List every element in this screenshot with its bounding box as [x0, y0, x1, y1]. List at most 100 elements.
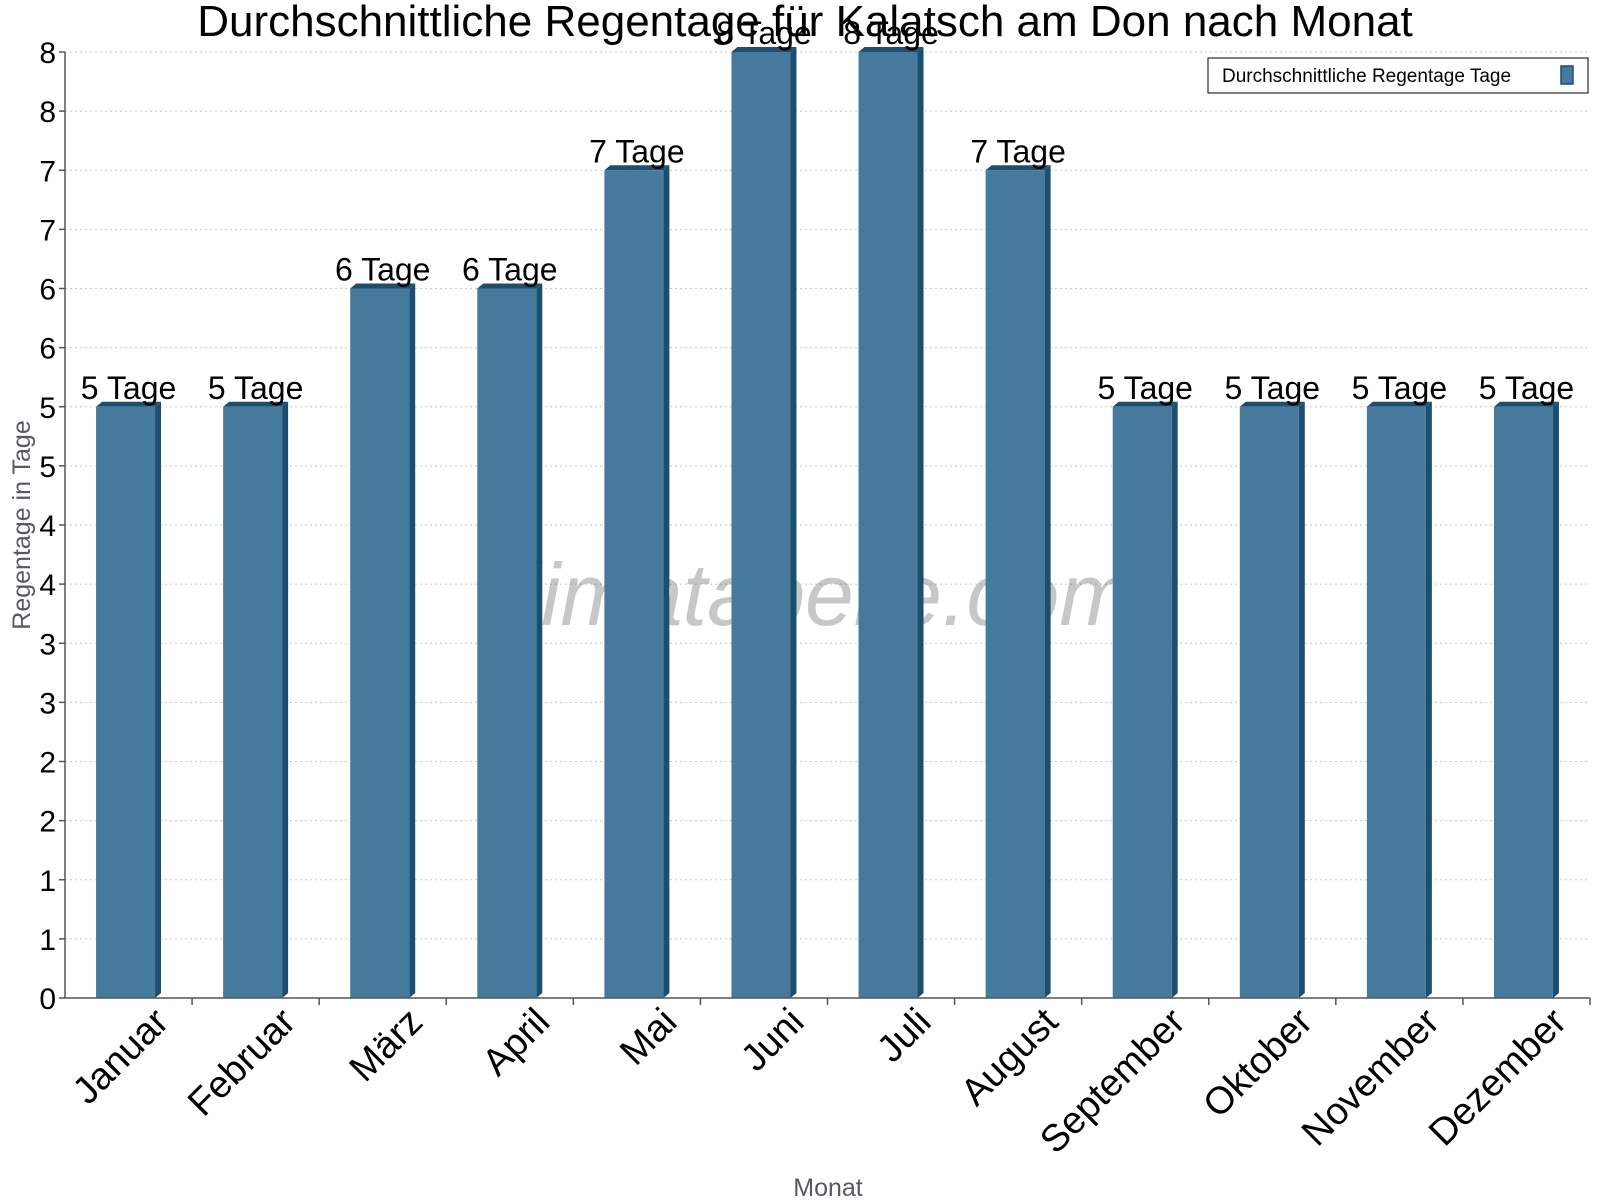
x-tick-label: Juli	[869, 1001, 939, 1071]
bar-front	[858, 52, 918, 998]
bar-top	[350, 283, 416, 289]
bar-front	[96, 406, 156, 998]
chart-title: Durchschnittliche Regentage für Kalatsch…	[197, 0, 1413, 46]
bar-top	[1239, 401, 1305, 407]
x-tick-label: Februar	[180, 1000, 304, 1124]
y-tick-label: 7	[39, 214, 56, 247]
y-axis-label: Regentage in Tage	[8, 420, 36, 629]
bar-side	[917, 47, 924, 998]
bar-top	[1493, 401, 1559, 407]
x-tick-label: August	[953, 1000, 1067, 1114]
bar-front	[731, 52, 791, 998]
bar	[1239, 401, 1305, 998]
bar	[477, 283, 543, 998]
bar	[1112, 401, 1178, 998]
bar-value-label: 5 Tage	[208, 370, 304, 406]
y-tick-label: 8	[39, 96, 56, 129]
x-tick-label: März	[342, 1001, 431, 1090]
bar-front	[1366, 406, 1426, 998]
bar-side	[1298, 401, 1305, 998]
y-tick-label: 3	[39, 687, 56, 720]
bar-value-label: 8 Tage	[716, 15, 812, 51]
bar-labels: 5 Tage 5 Tage 6 Tage 6 Tage 7 Tage 8 Tage 8 Ta…	[81, 15, 1574, 406]
bar-top	[223, 401, 289, 407]
y-tick-label: 0	[39, 983, 56, 1016]
bar-side	[1552, 401, 1559, 998]
bar	[223, 401, 289, 998]
bar-side	[1044, 165, 1051, 998]
bar-front	[350, 288, 410, 998]
bar-front	[1112, 406, 1172, 998]
bar	[96, 401, 162, 998]
bar-side	[1425, 401, 1432, 998]
bar-front	[1239, 406, 1299, 998]
bar	[1366, 401, 1432, 998]
bar-value-label: 5 Tage	[1225, 370, 1321, 406]
bar-value-label: 5 Tage	[1097, 370, 1193, 406]
bar	[604, 165, 670, 998]
bar-value-label: 8 Tage	[843, 15, 939, 51]
x-tick-label: April	[475, 1001, 558, 1084]
bar-side	[155, 401, 162, 998]
bar	[1493, 401, 1559, 998]
y-tick-label: 7	[39, 155, 56, 188]
bar	[731, 47, 797, 998]
y-tick-label: 4	[39, 569, 56, 602]
bar-value-label: 5 Tage	[1352, 370, 1448, 406]
bar-value-label: 7 Tage	[970, 133, 1066, 169]
y-tick-label: 2	[39, 806, 56, 839]
bar-top	[1366, 401, 1432, 407]
bar-front	[985, 170, 1045, 998]
bar-front	[223, 406, 283, 998]
bar-top	[604, 165, 670, 171]
bar-side	[409, 283, 416, 998]
x-tick-label: Juni	[733, 1001, 812, 1080]
legend-box	[1207, 57, 1589, 94]
x-tick-label: November	[1294, 1000, 1448, 1154]
bar-value-label: 5 Tage	[81, 370, 177, 406]
bar-value-label: 5 Tage	[1479, 370, 1575, 406]
bar-top	[96, 401, 162, 407]
y-tick-label: 6	[39, 274, 56, 307]
bar-side	[663, 165, 670, 998]
bar-front	[604, 170, 664, 998]
bar-top	[477, 283, 543, 289]
x-axis-ticks: Januar Februar März April Mai Juni Juli AugustS…	[65, 998, 1591, 1162]
legend: Durchschnittliche Regentage Tage	[1207, 57, 1589, 94]
y-tick-label: 1	[39, 865, 56, 898]
x-tick-label: Januar	[65, 1000, 177, 1112]
bar-value-label: 7 Tage	[589, 133, 685, 169]
bar-front	[477, 288, 537, 998]
y-tick-label: 6	[39, 333, 56, 366]
bar-top	[731, 47, 797, 52]
y-tick-label: 5	[39, 451, 56, 484]
legend-swatch	[1560, 65, 1574, 85]
y-axis-ticks: 0 1 1 2 2 3 3 4 4 5 5 6 6 7 7 8 8	[39, 37, 65, 1016]
y-tick-label: 1	[39, 924, 56, 957]
y-tick-label: 4	[39, 510, 56, 543]
bar-value-label: 6 Tage	[335, 252, 431, 288]
bar-front	[1493, 406, 1553, 998]
bar-top	[1112, 401, 1178, 407]
bar-side	[536, 283, 543, 998]
bar-side	[790, 47, 797, 998]
y-tick-label: 5	[39, 392, 56, 425]
bar	[858, 47, 924, 998]
bar	[350, 283, 416, 998]
y-tick-label: 2	[39, 747, 56, 780]
x-tick-label: Mai	[612, 1001, 685, 1074]
bar-top	[985, 165, 1051, 171]
y-tick-label: 8	[39, 37, 56, 70]
x-tick-label: Dezember	[1421, 1000, 1575, 1154]
bar-value-label: 6 Tage	[462, 252, 558, 288]
bar-side	[1171, 401, 1178, 998]
x-axis-label: Monat	[793, 1174, 863, 1200]
bar	[985, 165, 1051, 998]
y-tick-label: 3	[39, 628, 56, 661]
bar-top	[858, 47, 924, 52]
legend-label: Durchschnittliche Regentage Tage	[1222, 66, 1511, 87]
grid-lines	[65, 51, 1590, 940]
bar-side	[282, 401, 289, 998]
x-tick-label: Oktober	[1195, 1000, 1321, 1126]
